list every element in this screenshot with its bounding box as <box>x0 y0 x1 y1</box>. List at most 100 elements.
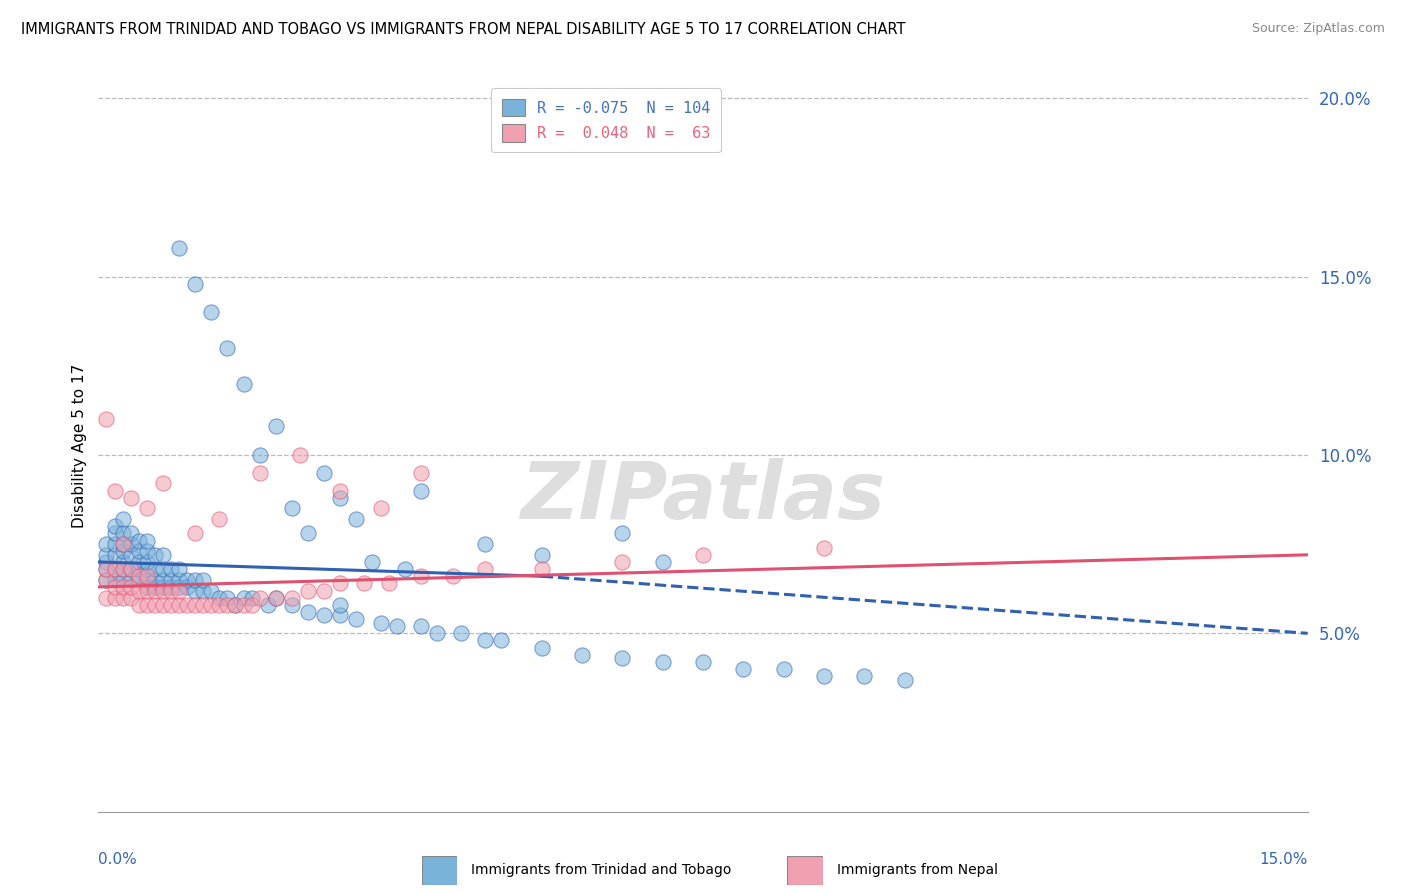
Point <box>152 598 174 612</box>
Point <box>111 526 134 541</box>
Point <box>193 573 215 587</box>
Point <box>385 619 408 633</box>
Point <box>733 662 755 676</box>
Point <box>329 483 352 498</box>
Point <box>281 501 304 516</box>
Point <box>450 626 472 640</box>
Point <box>103 562 125 576</box>
Point <box>160 583 183 598</box>
Point <box>361 555 384 569</box>
Point <box>103 573 125 587</box>
Point <box>474 633 496 648</box>
Point <box>297 605 319 619</box>
Legend: R = -0.075  N = 104, R =  0.048  N =  63: R = -0.075 N = 104, R = 0.048 N = 63 <box>491 88 721 153</box>
Point <box>167 241 190 255</box>
Point <box>208 591 231 605</box>
Point <box>128 583 150 598</box>
Point <box>329 491 352 505</box>
Point <box>297 583 319 598</box>
Point <box>135 569 157 583</box>
Point <box>193 583 215 598</box>
Point <box>249 448 271 462</box>
Point <box>208 512 231 526</box>
Point <box>200 598 222 612</box>
Point <box>530 562 553 576</box>
Point <box>135 501 157 516</box>
Point <box>96 573 118 587</box>
Point <box>288 448 311 462</box>
Point <box>103 562 125 576</box>
Point <box>120 491 142 505</box>
Point <box>96 591 118 605</box>
Point <box>474 537 496 551</box>
Point <box>853 669 876 683</box>
Point <box>103 548 125 562</box>
Point <box>96 537 118 551</box>
Point <box>103 483 125 498</box>
Point <box>111 591 134 605</box>
Text: ZIPatlas: ZIPatlas <box>520 458 886 536</box>
Point <box>530 640 553 655</box>
Point <box>692 548 714 562</box>
Point <box>135 562 157 576</box>
Point <box>370 615 392 630</box>
Point <box>377 576 399 591</box>
Point <box>200 583 222 598</box>
Point <box>167 573 190 587</box>
Point <box>264 591 287 605</box>
Point <box>167 562 190 576</box>
Point <box>813 669 835 683</box>
Point <box>160 562 183 576</box>
Point <box>232 598 254 612</box>
Point <box>394 562 416 576</box>
Point <box>184 598 207 612</box>
Point <box>281 591 304 605</box>
Point <box>200 305 222 319</box>
Point <box>344 612 367 626</box>
Point <box>111 537 134 551</box>
Text: 0.0%: 0.0% <box>98 852 138 867</box>
Point <box>813 541 835 555</box>
Point <box>651 555 673 569</box>
Point <box>96 562 118 576</box>
Text: Source: ZipAtlas.com: Source: ZipAtlas.com <box>1251 22 1385 36</box>
Point <box>160 598 183 612</box>
Point <box>96 555 118 569</box>
Point <box>208 598 231 612</box>
Point <box>120 526 142 541</box>
Point <box>224 598 246 612</box>
Point <box>135 580 157 594</box>
Point <box>314 583 336 598</box>
Point <box>370 501 392 516</box>
Point <box>111 562 134 576</box>
Point <box>120 562 142 576</box>
Point <box>128 562 150 576</box>
Point <box>143 598 166 612</box>
Point <box>120 537 142 551</box>
Point <box>96 562 118 576</box>
Point <box>135 583 157 598</box>
Text: 15.0%: 15.0% <box>1260 852 1308 867</box>
Point <box>651 655 673 669</box>
Point <box>128 544 150 558</box>
Point <box>281 598 304 612</box>
Text: Immigrants from Trinidad and Tobago: Immigrants from Trinidad and Tobago <box>471 863 731 877</box>
Point <box>96 548 118 562</box>
Point <box>692 655 714 669</box>
Point <box>167 598 190 612</box>
Point <box>120 573 142 587</box>
Point <box>143 580 166 594</box>
Text: IMMIGRANTS FROM TRINIDAD AND TOBAGO VS IMMIGRANTS FROM NEPAL DISABILITY AGE 5 TO: IMMIGRANTS FROM TRINIDAD AND TOBAGO VS I… <box>21 22 905 37</box>
Point <box>111 580 134 594</box>
Point <box>772 662 794 676</box>
Point <box>344 512 367 526</box>
Point <box>111 512 134 526</box>
Point <box>314 608 336 623</box>
Point <box>120 580 142 594</box>
Point <box>249 466 271 480</box>
Point <box>329 608 352 623</box>
Point <box>152 562 174 576</box>
Point <box>143 583 166 598</box>
Point <box>256 598 278 612</box>
Point <box>426 626 449 640</box>
